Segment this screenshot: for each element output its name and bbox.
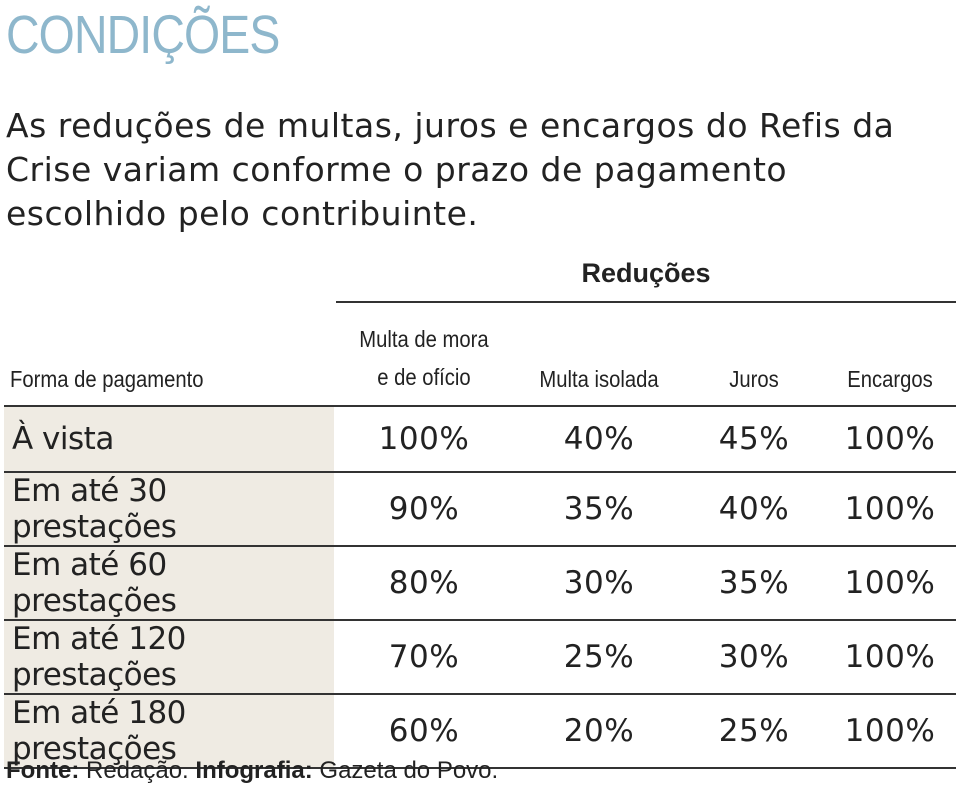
juros-cell: 40% <box>684 471 824 546</box>
multa-mora-cell: 90% <box>334 471 514 546</box>
column-header-payment: Forma de pagamento <box>10 366 204 392</box>
infographic-label: Infografia: <box>195 757 313 784</box>
table-row: À vista 100% 40% 45% 100% <box>4 405 956 472</box>
multa-isolada-cell: 35% <box>514 471 684 546</box>
payment-cell: Em até 120 prestações <box>4 619 334 694</box>
page-subtitle: As reduções de multas, juros e encargos … <box>6 106 895 233</box>
encargos-cell: 100% <box>824 405 956 472</box>
multa-mora-cell: 80% <box>334 545 514 620</box>
column-header-encargos: Encargos <box>847 366 933 392</box>
encargos-cell: 100% <box>824 693 956 769</box>
multa-mora-cell: 60% <box>334 693 514 769</box>
infographic-value: Gazeta do Povo. <box>319 757 499 784</box>
encargos-cell: 100% <box>824 619 956 694</box>
encargos-cell: 100% <box>824 471 956 546</box>
table-row: Em até 60 prestações 80% 30% 35% 100% <box>4 545 956 620</box>
payment-cell: À vista <box>4 405 334 472</box>
source-label: Fonte: <box>6 757 80 784</box>
table-row: Em até 30 prestações 90% 35% 40% 100% <box>4 471 956 546</box>
payment-cell: Em até 60 prestações <box>4 545 334 620</box>
column-header-multa-mora-line2: e de ofício <box>377 364 471 390</box>
column-header-multa-mora: Multa de mora e de ofício <box>345 320 503 396</box>
reductions-group-header: Reduções <box>581 258 711 288</box>
juros-cell: 35% <box>684 545 824 620</box>
multa-isolada-cell: 20% <box>514 693 684 769</box>
multa-mora-cell: 100% <box>334 405 514 472</box>
multa-mora-cell: 70% <box>334 619 514 694</box>
source-credit: Fonte: Redação. Infografia: Gazeta do Po… <box>6 757 498 785</box>
source-value: Redação. <box>85 757 189 784</box>
payment-cell: Em até 30 prestações <box>4 471 334 546</box>
column-header-multa-isolada: Multa isolada <box>539 366 659 392</box>
multa-isolada-cell: 30% <box>514 545 684 620</box>
group-header-rule <box>336 301 956 303</box>
reductions-table: À vista 100% 40% 45% 100% Em até 30 pres… <box>4 405 956 769</box>
juros-cell: 25% <box>684 693 824 769</box>
juros-cell: 30% <box>684 619 824 694</box>
juros-cell: 45% <box>684 405 824 472</box>
table-row: Em até 180 prestações 60% 20% 25% 100% <box>4 693 956 769</box>
multa-isolada-cell: 25% <box>514 619 684 694</box>
payment-cell: Em até 180 prestações <box>4 693 334 769</box>
multa-isolada-cell: 40% <box>514 405 684 472</box>
column-header-juros: Juros <box>729 366 779 392</box>
table-row: Em até 120 prestações 70% 25% 30% 100% <box>4 619 956 694</box>
column-header-multa-mora-line1: Multa de mora <box>359 326 489 352</box>
encargos-cell: 100% <box>824 545 956 620</box>
page-title: CONDIÇÕES <box>6 5 280 65</box>
